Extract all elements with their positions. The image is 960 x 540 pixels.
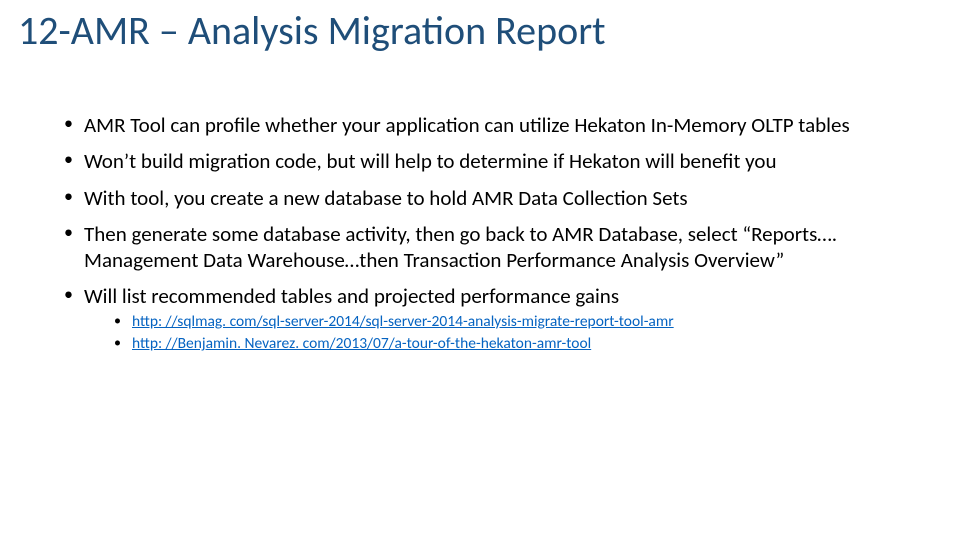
list-item: Will list recommended tables and project… (58, 283, 918, 355)
link-text: http: //sqlmag. com/sql-server-2014/sql-… (132, 312, 674, 331)
list-item: AMR Tool can profile whether your applic… (58, 112, 918, 138)
list-item: Won’t build migration code, but will hel… (58, 148, 918, 174)
link-text: http: //Benjamin. Nevarez. com/2013/07/a… (132, 334, 591, 353)
link-item[interactable]: http: //sqlmag. com/sql-server-2014/sql-… (84, 312, 918, 333)
sublink-list: http: //sqlmag. com/sql-server-2014/sql-… (84, 312, 918, 356)
list-item: Then generate some database activity, th… (58, 221, 918, 274)
slide: 12-AMR – Analysis Migration Report AMR T… (0, 0, 960, 540)
list-item: With tool, you create a new database to … (58, 185, 918, 211)
bullet-list: AMR Tool can profile whether your applic… (58, 112, 918, 355)
link-item[interactable]: http: //Benjamin. Nevarez. com/2013/07/a… (84, 334, 918, 355)
slide-title: 12-AMR – Analysis Migration Report (18, 6, 606, 55)
list-item-text: Will list recommended tables and project… (84, 283, 619, 309)
slide-body: AMR Tool can profile whether your applic… (58, 112, 918, 365)
